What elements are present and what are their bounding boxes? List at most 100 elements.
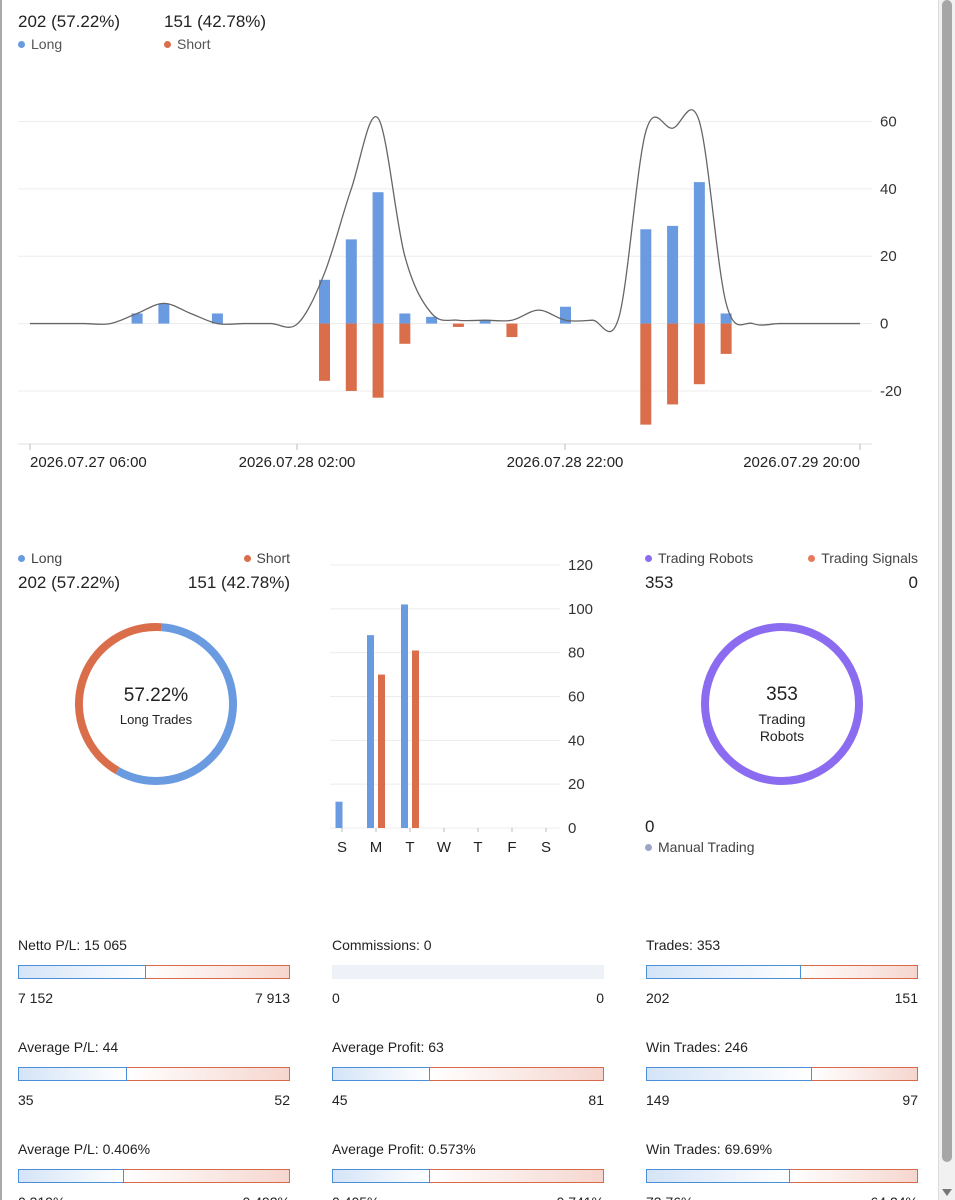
donut-slice [75, 623, 162, 775]
y-tick-label: 40 [568, 732, 585, 749]
y-tick-label: 20 [880, 248, 897, 265]
stat-bar-short [127, 1067, 290, 1081]
manual-legend-dot [645, 844, 652, 851]
pie-short-value: 151 (42.78%) [187, 573, 290, 592]
robots-legend[interactable]: Trading Robots [645, 550, 753, 566]
stat-left-value: 45 [332, 1092, 348, 1108]
top-long-legend-label: Long [31, 36, 63, 52]
x-tick-label: M [370, 839, 383, 856]
signals-legend-label: Trading Signals [821, 550, 918, 566]
long-bar [426, 316, 438, 324]
short-bar [667, 323, 679, 405]
y-tick-label: 120 [568, 557, 593, 574]
stat-bar-long [18, 965, 146, 979]
long-bar [720, 313, 732, 324]
long-bar [559, 306, 571, 324]
stat-right-value: 0.741% [524, 1194, 604, 1200]
pie-long-value: 202 (57.22%) [18, 573, 121, 592]
stat-label: Average Profit: 0.573% [332, 1141, 476, 1157]
stat-right-value: 52 [274, 1092, 290, 1108]
x-tick-label: 2026.07.29 20:00 [743, 454, 860, 471]
y-tick-label: 20 [568, 776, 585, 793]
long-bar [399, 313, 411, 324]
stat-label: Average P/L: 44 [18, 1039, 119, 1055]
long-bar [693, 182, 705, 324]
short-bar [506, 323, 518, 338]
short-bar [412, 650, 419, 828]
stat-label: Average P/L: 0.406% [18, 1141, 151, 1157]
y-tick-label: 80 [568, 645, 585, 662]
y-tick-label: 40 [880, 181, 897, 198]
long-bar [640, 229, 652, 324]
donut-slice [701, 623, 863, 785]
donut-slice [115, 623, 237, 785]
pie-long-legend-label: Long [31, 550, 63, 566]
long-legend-dot [18, 555, 25, 562]
short-bar [319, 323, 331, 381]
long-bar [479, 320, 491, 324]
signals-legend[interactable]: Trading Signals [808, 550, 918, 566]
manual-legend[interactable]: Manual Trading [645, 839, 755, 855]
stat-left-value: 0.319% [18, 1194, 65, 1200]
top-short-legend[interactable]: Short [164, 36, 210, 52]
signals-legend-dot [808, 555, 816, 562]
stat-left-value: 0.405% [332, 1194, 379, 1200]
scroll-down-arrow-icon[interactable] [942, 1189, 952, 1196]
long-bar [211, 313, 223, 324]
stat-left-value: 202 [646, 990, 670, 1006]
short-bar [720, 323, 732, 354]
stat-right-value: 64.24% [838, 1194, 918, 1200]
stat-bar-long [18, 1169, 124, 1183]
donut-center-label: Robots [760, 728, 804, 744]
stat-bar-long [646, 1067, 812, 1081]
stat-label: Commissions: 0 [332, 937, 432, 953]
stat-right-value: 0.492% [210, 1194, 290, 1200]
pie-long-legend[interactable]: Long [18, 550, 62, 566]
pie-short-legend[interactable]: Short [243, 550, 290, 566]
stat-bar-short [790, 1169, 918, 1183]
x-tick-label: 2026.07.28 22:00 [507, 454, 624, 471]
stat-label: Average Profit: 63 [332, 1039, 444, 1055]
short-bar [372, 323, 384, 398]
stat-left-value: 149 [646, 1092, 670, 1108]
top-short-legend-label: Short [177, 36, 211, 52]
stat-bar-long [646, 965, 801, 979]
signals-value: 0 [908, 573, 918, 592]
volume-curve [30, 109, 860, 333]
short-bar [378, 674, 385, 828]
long-bar [335, 801, 343, 828]
vertical-scrollbar[interactable] [938, 0, 955, 1200]
stat-right-value: 7 913 [254, 990, 290, 1006]
stat-right-value: 97 [902, 1092, 918, 1108]
stat-bar-short [801, 965, 918, 979]
x-tick-label: W [437, 839, 452, 856]
y-tick-label: 60 [568, 689, 585, 706]
stat-bar-long [332, 1067, 430, 1081]
stat-left-value: 0 [332, 990, 340, 1006]
manual-legend-label: Manual Trading [658, 839, 755, 855]
stat-label: Netto P/L: 15 065 [18, 937, 127, 953]
scrollbar-thumb[interactable] [942, 0, 952, 1162]
top-long-legend[interactable]: Long [18, 36, 62, 52]
long-bar [345, 239, 357, 324]
robots-legend-dot [645, 555, 652, 562]
top-short-value: 151 (42.78%) [164, 12, 267, 31]
stat-bar-short [146, 965, 290, 979]
x-tick-label: F [507, 839, 516, 856]
donut-center-label: Trading [759, 711, 806, 727]
short-bar [452, 323, 464, 327]
x-tick-label: T [473, 839, 482, 856]
stat-bar-long [18, 1067, 127, 1081]
stat-right-value: 151 [894, 990, 918, 1006]
x-tick-label: 2026.07.27 06:00 [30, 454, 147, 471]
long-bar [319, 279, 331, 324]
donut-center-label: Long Trades [120, 712, 193, 727]
stat-label: Trades: 353 [646, 937, 721, 953]
stat-right-value: 81 [588, 1092, 604, 1108]
stat-bar-long [332, 1169, 430, 1183]
y-tick-label: 0 [880, 316, 888, 333]
donut-center-value: 353 [766, 684, 798, 705]
